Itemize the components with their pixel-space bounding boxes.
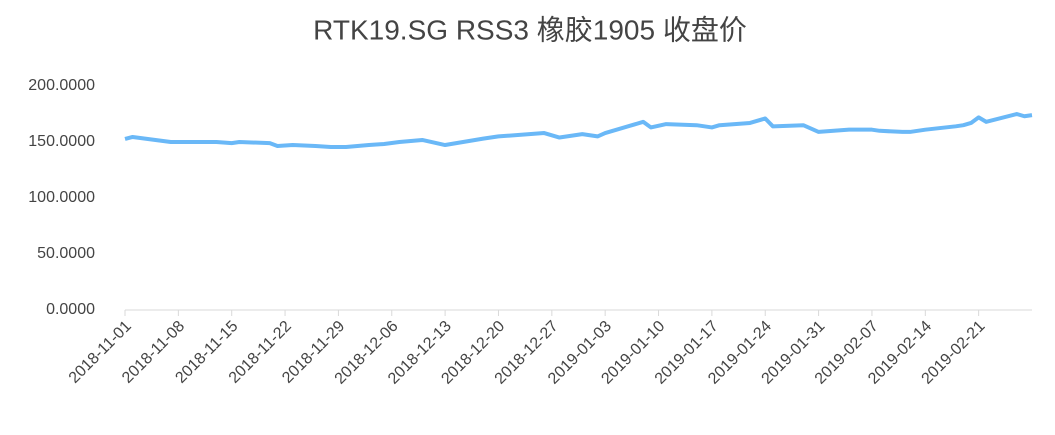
y-tick-label: 100.0000 — [28, 189, 95, 206]
y-tick-label: 50.0000 — [37, 245, 95, 262]
y-tick-label: 150.0000 — [28, 133, 95, 150]
chart-title: RTK19.SG RSS3 橡胶1905 收盘价 — [313, 14, 747, 45]
y-tick-label: 200.0000 — [28, 77, 95, 94]
y-tick-label: 0.0000 — [46, 301, 95, 318]
line — [124, 112, 1033, 150]
